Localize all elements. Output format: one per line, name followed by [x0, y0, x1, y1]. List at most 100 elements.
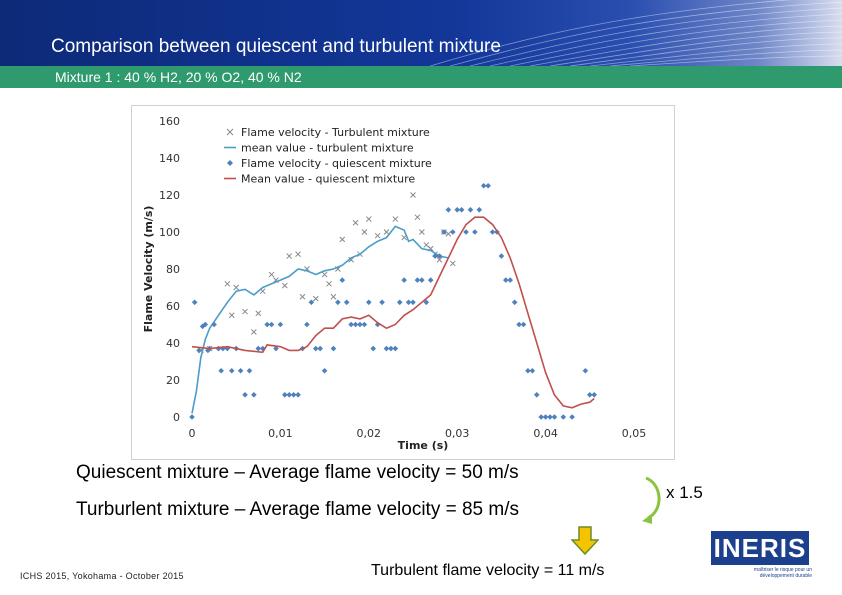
- data-point-diamond: [286, 392, 293, 398]
- data-point-x: [418, 229, 425, 235]
- data-point-x: [255, 310, 262, 317]
- data-point-x: [286, 253, 293, 259]
- data-point-x: [410, 192, 416, 198]
- data-point-diamond: [199, 323, 206, 330]
- data-point-diamond: [551, 414, 558, 420]
- data-point-diamond: [405, 299, 412, 306]
- data-point-diamond: [419, 277, 425, 283]
- data-point-x: [449, 260, 456, 267]
- y-tick-label: 80: [166, 263, 180, 276]
- data-point-diamond: [410, 299, 416, 306]
- data-point-diamond: [251, 392, 257, 398]
- y-tick-label: 120: [159, 189, 180, 202]
- y-tick-label: 60: [166, 300, 180, 313]
- x-tick-label: 0,01: [268, 427, 293, 440]
- data-point-diamond: [246, 367, 253, 374]
- x-axis-title: Time (s): [398, 439, 449, 452]
- data-point-diamond: [317, 345, 323, 352]
- data-point-diamond: [423, 299, 430, 306]
- data-point-diamond: [282, 392, 288, 398]
- data-point-diamond: [445, 207, 452, 213]
- x-tick-label: 0,04: [533, 427, 558, 440]
- data-point-x: [339, 236, 346, 243]
- data-point-diamond: [237, 367, 244, 374]
- data-point-x: [281, 282, 288, 289]
- data-point-diamond: [357, 321, 363, 328]
- data-point-x: [330, 293, 337, 300]
- data-point-diamond: [458, 207, 465, 213]
- data-point-diamond: [587, 392, 593, 398]
- data-point-diamond: [436, 253, 443, 259]
- x-tick-label: 0,03: [445, 427, 470, 440]
- slide-subtitle: Mixture 1 : 40 % H2, 20 % O2, 40 % N2: [55, 69, 302, 85]
- data-point-x: [423, 242, 430, 248]
- series-line: [191, 216, 595, 409]
- y-tick-label: 140: [159, 152, 180, 165]
- data-point-diamond: [277, 321, 284, 328]
- data-point-diamond: [529, 367, 536, 374]
- data-point-diamond: [520, 321, 527, 328]
- data-point-diamond: [441, 229, 447, 235]
- data-point-diamond: [503, 277, 509, 283]
- data-point-diamond: [498, 253, 505, 259]
- data-point-diamond: [304, 321, 310, 328]
- data-point-diamond: [366, 299, 372, 306]
- data-point-diamond: [485, 182, 491, 189]
- data-point-diamond: [542, 414, 549, 420]
- turbulent-flame-velocity: Turbulent flame velocity = 11 m/s: [371, 562, 605, 579]
- legend-label: Flame velocity - Turbulent mixture: [241, 126, 430, 139]
- data-point-diamond: [352, 321, 359, 328]
- legend-label: Flame velocity - quiescent mixture: [241, 157, 432, 170]
- data-point-diamond: [472, 229, 478, 235]
- data-point-x: [224, 280, 231, 287]
- data-point-diamond: [361, 321, 368, 328]
- data-point-diamond: [343, 299, 350, 306]
- data-point-diamond: [467, 207, 474, 213]
- legend-swatch-diamond: [227, 160, 233, 166]
- data-point-x: [361, 229, 368, 235]
- down-arrow-icon: [571, 526, 599, 556]
- data-point-diamond: [312, 345, 319, 352]
- data-point-diamond: [220, 345, 226, 352]
- data-point-diamond: [242, 392, 248, 398]
- data-point-diamond: [432, 253, 438, 259]
- data-point-x: [414, 214, 421, 221]
- slide-title: Comparison between quiescent and turbule…: [51, 36, 501, 57]
- data-point-diamond: [211, 321, 217, 328]
- y-axis-title: Flame Velocity (m/s): [142, 206, 155, 333]
- data-point-diamond: [218, 367, 224, 374]
- data-point-diamond: [427, 277, 434, 283]
- quiescent-stat: Quiescent mixture – Average flame veloci…: [76, 462, 519, 483]
- turbulent-stat: Turburlent mixture – Average flame veloc…: [76, 499, 520, 520]
- y-tick-label: 100: [159, 226, 180, 239]
- banner-wave-decoration: [429, 0, 842, 66]
- data-point-diamond: [560, 414, 567, 420]
- data-point-diamond: [383, 345, 390, 352]
- ineris-logo: INERIS: [711, 531, 809, 565]
- data-point-diamond: [511, 299, 518, 306]
- x-tick-label: 0,02: [357, 427, 382, 440]
- data-point-diamond: [507, 277, 514, 283]
- data-point-diamond: [330, 345, 337, 352]
- y-tick-label: 0: [173, 411, 180, 424]
- data-point-x: [251, 329, 257, 335]
- data-point-diamond: [273, 345, 279, 352]
- data-point-diamond: [224, 345, 231, 352]
- data-point-diamond: [414, 277, 421, 283]
- data-point-diamond: [401, 277, 407, 283]
- data-point-x: [365, 216, 372, 222]
- data-point-diamond: [525, 367, 531, 374]
- data-point-diamond: [264, 321, 270, 328]
- data-point-diamond: [259, 345, 266, 352]
- data-point-diamond: [339, 277, 346, 283]
- data-point-diamond: [370, 345, 377, 352]
- data-point-diamond: [582, 367, 589, 374]
- data-point-x: [312, 295, 319, 302]
- data-point-diamond: [463, 229, 469, 235]
- data-point-diamond: [547, 414, 553, 420]
- data-point-x: [268, 271, 275, 278]
- data-point-diamond: [388, 345, 394, 352]
- data-point-diamond: [321, 367, 328, 374]
- data-point-diamond: [489, 229, 496, 235]
- y-tick-label: 160: [159, 115, 180, 128]
